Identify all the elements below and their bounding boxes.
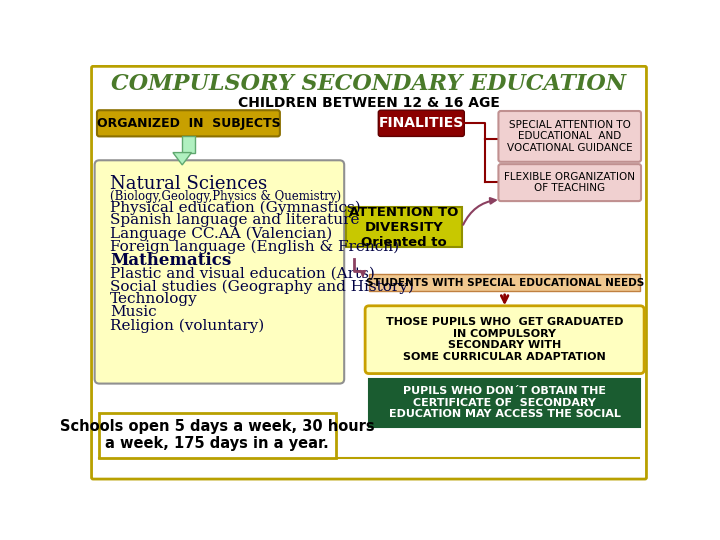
FancyBboxPatch shape [182,136,194,153]
FancyBboxPatch shape [91,66,647,479]
FancyBboxPatch shape [99,413,336,457]
Text: Social studies (Geography and History): Social studies (Geography and History) [110,279,414,294]
FancyBboxPatch shape [498,164,641,201]
FancyBboxPatch shape [498,111,641,162]
Text: THOSE PUPILS WHO  GET GRADUATED
IN COMPULSORY
SECONDARY WITH
SOME CURRICULAR ADA: THOSE PUPILS WHO GET GRADUATED IN COMPUL… [386,318,624,362]
Text: FLEXIBLE ORGANIZATION
OF TEACHING: FLEXIBLE ORGANIZATION OF TEACHING [504,172,635,193]
Text: Mathematics: Mathematics [110,252,231,269]
Text: Physical education (Gymnastics): Physical education (Gymnastics) [110,200,361,215]
FancyBboxPatch shape [378,110,464,137]
Text: Language CC.AA (Valencian): Language CC.AA (Valencian) [110,226,333,241]
Text: PUPILS WHO DON´T OBTAIN THE
CERTIFICATE OF  SECONDARY
EDUCATION MAY ACCESS THE S: PUPILS WHO DON´T OBTAIN THE CERTIFICATE … [389,386,621,420]
Text: COMPULSORY SECONDARY EDUCATION: COMPULSORY SECONDARY EDUCATION [112,73,626,95]
Text: Religion (voluntary): Religion (voluntary) [110,318,264,333]
Text: Technology: Technology [110,292,198,306]
Text: FINALITIES: FINALITIES [378,116,464,130]
Text: ORGANIZED  IN  SUBJECTS: ORGANIZED IN SUBJECTS [96,117,280,130]
FancyBboxPatch shape [369,274,640,291]
FancyBboxPatch shape [97,110,280,137]
Text: CHILDREN BETWEEN 12 & 16 AGE: CHILDREN BETWEEN 12 & 16 AGE [238,96,500,110]
Text: (Biology,Geology,Physics & Quemistry): (Biology,Geology,Physics & Quemistry) [110,190,341,203]
Text: Natural Sciences: Natural Sciences [110,175,267,193]
FancyBboxPatch shape [94,160,344,383]
Text: ATTENTION TO
DIVERSITY
Oriented to: ATTENTION TO DIVERSITY Oriented to [349,206,459,249]
FancyBboxPatch shape [346,207,462,247]
Text: Spanish language and literature: Spanish language and literature [110,213,360,227]
Text: Music: Music [110,305,157,319]
Polygon shape [173,153,192,165]
Text: Plastic and visual education (Arts): Plastic and visual education (Arts) [110,266,375,280]
Text: Foreign language (English & French): Foreign language (English & French) [110,239,400,254]
FancyBboxPatch shape [365,306,644,374]
Text: STUDENTS WITH SPECIAL EDUCATIONAL NEEDS: STUDENTS WITH SPECIAL EDUCATIONAL NEEDS [366,278,644,288]
FancyBboxPatch shape [369,379,640,427]
Text: SPECIAL ATTENTION TO
EDUCATIONAL  AND
VOCATIONAL GUIDANCE: SPECIAL ATTENTION TO EDUCATIONAL AND VOC… [507,120,633,153]
Text: Schools open 5 days a week, 30 hours
a week, 175 days in a year.: Schools open 5 days a week, 30 hours a w… [60,419,374,451]
